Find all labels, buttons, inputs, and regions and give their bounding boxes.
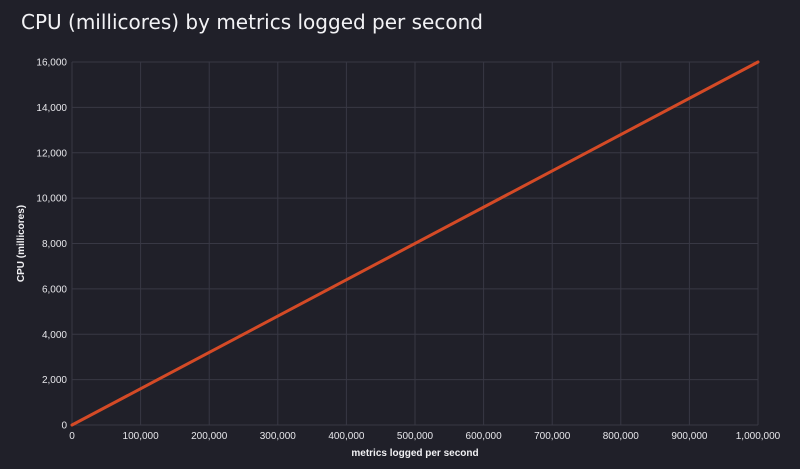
y-tick-label: 16,000 bbox=[36, 58, 67, 69]
x-tick-label: 500,000 bbox=[397, 431, 434, 442]
y-axis-label: CPU (millicores) bbox=[16, 205, 27, 282]
y-tick-label: 8,000 bbox=[42, 239, 67, 250]
x-tick-label: 900,000 bbox=[671, 431, 708, 442]
y-tick-label: 12,000 bbox=[36, 148, 67, 159]
y-axis-ticks: 0 2,000 4,000 6,000 8,000 10,000 12,000 14,000 1… bbox=[36, 58, 67, 432]
x-axis-ticks: 0 100,000 200,000 300,000 400,000 500,000 600,… bbox=[69, 431, 780, 442]
y-tick-label: 6,000 bbox=[42, 284, 67, 295]
x-axis-label: metrics logged per second bbox=[351, 448, 478, 459]
x-tick-label: 800,000 bbox=[603, 431, 640, 442]
x-tick-label: 100,000 bbox=[123, 431, 160, 442]
y-tick-label: 0 bbox=[61, 421, 67, 432]
x-tick-label: 0 bbox=[69, 431, 75, 442]
x-tick-label: 200,000 bbox=[191, 431, 228, 442]
x-tick-label: 700,000 bbox=[534, 431, 571, 442]
x-tick-label: 300,000 bbox=[260, 431, 297, 442]
series bbox=[70, 60, 760, 427]
y-tick-label: 10,000 bbox=[36, 194, 67, 205]
series-line bbox=[70, 60, 760, 427]
chart-title: CPU (millicores) by metrics logged per s… bbox=[21, 10, 483, 34]
x-tick-label: 600,000 bbox=[466, 431, 503, 442]
y-tick-label: 4,000 bbox=[42, 330, 67, 341]
x-tick-label: 400,000 bbox=[328, 431, 365, 442]
y-tick-label: 14,000 bbox=[36, 103, 67, 114]
x-tick-label: 1,000,000 bbox=[736, 431, 781, 442]
grid bbox=[71, 61, 759, 426]
y-tick-label: 2,000 bbox=[42, 375, 67, 386]
